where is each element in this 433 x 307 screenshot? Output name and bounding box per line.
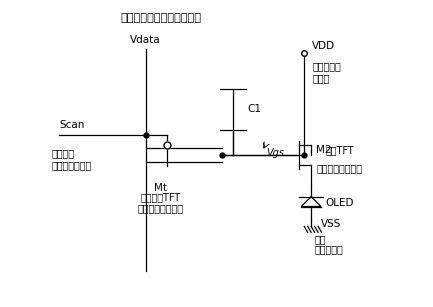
Text: （負電源）: （負電源）: [314, 244, 343, 254]
Text: スイッチTFT: スイッチTFT: [140, 193, 181, 203]
Text: OLED: OLED: [325, 197, 353, 208]
Text: Vdata: Vdata: [130, 35, 161, 45]
Text: 陰極: 陰極: [314, 234, 326, 244]
Text: VSS: VSS: [321, 220, 341, 229]
Text: 駆動TFT: 駆動TFT: [326, 145, 355, 155]
Text: 画素信号（アナログ電圧）: 画素信号（アナログ電圧）: [120, 13, 201, 23]
Text: C1: C1: [248, 104, 262, 115]
Text: 正電源: 正電源: [312, 73, 330, 83]
Text: （選択パルス）: （選択パルス）: [52, 160, 92, 170]
Text: （線形領域動作）: （線形領域動作）: [138, 204, 184, 214]
Text: 走査信号: 走査信号: [52, 148, 74, 158]
Text: Scan: Scan: [59, 120, 85, 130]
Text: Mt: Mt: [154, 183, 167, 193]
Text: （飽和領域動作）: （飽和領域動作）: [316, 163, 362, 173]
Text: M2: M2: [316, 145, 332, 155]
Text: VDD: VDD: [312, 41, 335, 51]
Text: Vgs: Vgs: [267, 148, 284, 158]
Text: 陽極駆動用: 陽極駆動用: [312, 61, 341, 71]
